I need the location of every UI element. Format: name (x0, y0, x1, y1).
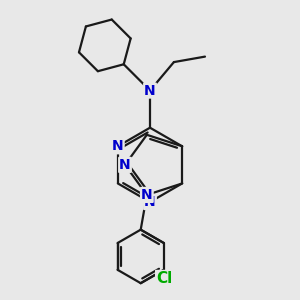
Text: N: N (112, 139, 124, 153)
Text: Cl: Cl (156, 271, 172, 286)
Text: N: N (144, 195, 156, 209)
Text: N: N (141, 188, 153, 202)
Text: N: N (119, 158, 131, 172)
Text: N: N (144, 84, 156, 98)
